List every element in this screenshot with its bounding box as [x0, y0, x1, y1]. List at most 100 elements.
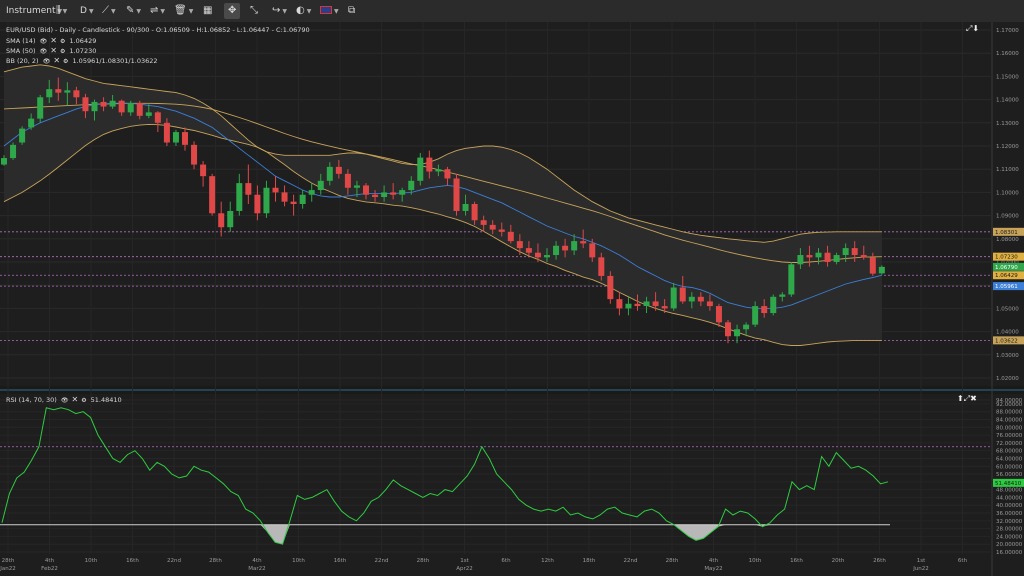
date-tick-label: 10th — [749, 558, 762, 564]
bb-legend: BB (20, 2) 👁 ✕ ⚙ 1.05961/1.08301/1.03622 — [6, 56, 158, 65]
gear-icon[interactable]: ⚙ — [63, 58, 69, 65]
bearish-candle — [335, 166, 342, 174]
bearish-candle — [869, 257, 876, 274]
bullish-candle — [752, 306, 759, 325]
rsi-legend: RSI (14, 70, 30) 👁 ✕ ⚙ 51.48410 — [6, 395, 122, 404]
date-month-label: Feb22 — [41, 566, 58, 572]
date-tick-label: 16th — [126, 558, 139, 564]
gear-icon[interactable]: ⚙ — [60, 48, 66, 55]
bearish-candle — [218, 213, 225, 228]
bullish-candle — [643, 301, 650, 307]
eye-icon[interactable]: 👁 — [39, 38, 48, 45]
bearish-candle — [634, 303, 641, 307]
price-tick-label: 1.14000 — [996, 98, 1019, 104]
rsi-tick-label: 24.00000 — [996, 534, 1023, 540]
close-icon[interactable]: ✕ — [50, 36, 57, 45]
arrow-down-icon[interactable]: ⬇ — [972, 24, 980, 33]
bearish-candle — [444, 169, 451, 179]
main-toolbar: Instrument ▼ ⫼ ▼ D ▼ ⟋ ▼ ✎ ▼ ⇌ ▼ 🗑 ▼ ▦ ✥ ⤡ ↪ ▼ ◐… — [0, 0, 1024, 23]
bullish-candle — [353, 185, 360, 188]
gear-icon[interactable]: ⚙ — [81, 397, 87, 404]
layout-icon[interactable]: ▦ — [203, 5, 213, 16]
eye-icon[interactable]: 👁 — [39, 48, 48, 55]
bullish-candle — [236, 183, 243, 211]
rsi-value: 51.48410 — [90, 396, 122, 404]
zoom-icon[interactable]: ⤡ — [250, 5, 258, 16]
bullish-candle — [381, 192, 388, 198]
bullish-candle — [317, 180, 324, 191]
rsi-tag — [993, 478, 1024, 487]
theme-icon[interactable]: ◐ ▼ — [296, 5, 312, 16]
bearish-candle — [562, 245, 569, 251]
date-tick-label: 28th — [209, 558, 222, 564]
price-tick-label: 1.10000 — [996, 190, 1019, 196]
instrument-menu[interactable]: Instrument ▼ — [6, 3, 62, 19]
rsi-tick-label: 40.00000 — [996, 503, 1023, 509]
rsi-panel-controls: ⬆⤢✖ — [957, 394, 977, 404]
gear-icon[interactable]: ⚙ — [60, 38, 66, 45]
price-tick-label: 1.02000 — [996, 376, 1019, 382]
bearish-candle — [598, 257, 605, 276]
chart-area[interactable]: 1.17000 1.16000 1.15000 1.14000 1.13000 1.120… — [0, 22, 1024, 576]
bullish-candle — [770, 296, 777, 314]
arrow-up-icon[interactable]: ⬆ — [957, 394, 964, 403]
main-panel-controls: ⤢⬇ — [966, 24, 979, 34]
date-month-label: Mar22 — [248, 566, 265, 572]
bullish-candle — [91, 101, 98, 112]
pencil-icon[interactable]: ✎ ▼ — [126, 5, 142, 16]
date-tick-label: 28th — [417, 558, 430, 564]
language-flag-icon[interactable]: ▼ — [320, 3, 339, 19]
price-tag — [993, 282, 1024, 291]
date-month-label: May22 — [704, 566, 722, 572]
bullish-candle — [299, 194, 306, 204]
sma50-label: SMA (50) — [6, 47, 36, 55]
bearish-candle — [82, 97, 89, 112]
candlestick-type-icon[interactable]: ⫼ ▼ — [56, 5, 68, 16]
close-panel-icon[interactable]: ✖ — [970, 394, 977, 403]
close-icon[interactable]: ✕ — [50, 46, 57, 55]
price-chart-svg[interactable]: 1.17000 1.16000 1.15000 1.14000 1.13000 1.120… — [0, 22, 1024, 576]
price-tag-label: 1.06429 — [995, 273, 1018, 279]
bullish-candle — [64, 90, 71, 93]
sma14-legend: SMA (14) 👁 ✕ ⚙ 1.06429 — [6, 36, 96, 45]
timeframe-menu[interactable]: D ▼ — [80, 3, 94, 19]
share-icon[interactable]: ↪ ▼ — [272, 5, 288, 16]
bullish-candle — [878, 266, 885, 274]
bearish-candle — [851, 248, 858, 256]
date-tick-label: 12th — [541, 558, 554, 564]
date-tick-label: 6th — [501, 558, 511, 564]
bullish-candle — [842, 248, 849, 256]
expand-icon[interactable]: ⤢ — [963, 394, 971, 403]
bullish-candle — [688, 296, 695, 302]
rsi-line — [1, 407, 889, 545]
price-tick-label: 1.16000 — [996, 51, 1019, 57]
close-icon[interactable]: ✕ — [71, 395, 79, 404]
bearish-candle — [489, 224, 496, 230]
bearish-candle — [498, 229, 505, 232]
price-tick-label: 1.15000 — [996, 74, 1019, 80]
bearish-candle — [281, 192, 288, 202]
fullscreen-icon[interactable]: ✥ — [224, 3, 241, 19]
popout-icon[interactable]: ⧉ — [348, 5, 356, 16]
bearish-candle — [471, 204, 478, 221]
eye-icon[interactable]: 👁 — [42, 58, 51, 65]
bullish-candle — [544, 255, 550, 258]
bearish-candle — [55, 89, 62, 93]
price-tag-label: 1.08301 — [995, 230, 1018, 236]
trash-icon[interactable]: 🗑 ▼ — [174, 5, 194, 16]
draw-line-icon[interactable]: ⟋ ▼ — [102, 5, 116, 16]
instrument-title: EUR/USD (Bid) - Daily - Candlestick — [6, 26, 121, 34]
bearish-candle — [245, 183, 252, 195]
rsi-tick-label: 32.00000 — [996, 519, 1023, 525]
bullish-candle — [1, 158, 7, 165]
expand-icon[interactable]: ⤢ — [966, 24, 973, 33]
date-tick-label: 10th — [85, 558, 98, 564]
price-tick-label: 1.13000 — [996, 121, 1019, 127]
fib-tool-icon[interactable]: ⇌ ▼ — [150, 5, 166, 16]
bullish-candle — [743, 324, 750, 330]
eye-icon[interactable]: 👁 — [60, 397, 69, 404]
bb-label: BB (20, 2) — [6, 57, 39, 65]
date-tick-label: 4th — [252, 558, 262, 564]
close-icon[interactable]: ✕ — [53, 56, 61, 65]
bearish-candle — [453, 178, 460, 211]
